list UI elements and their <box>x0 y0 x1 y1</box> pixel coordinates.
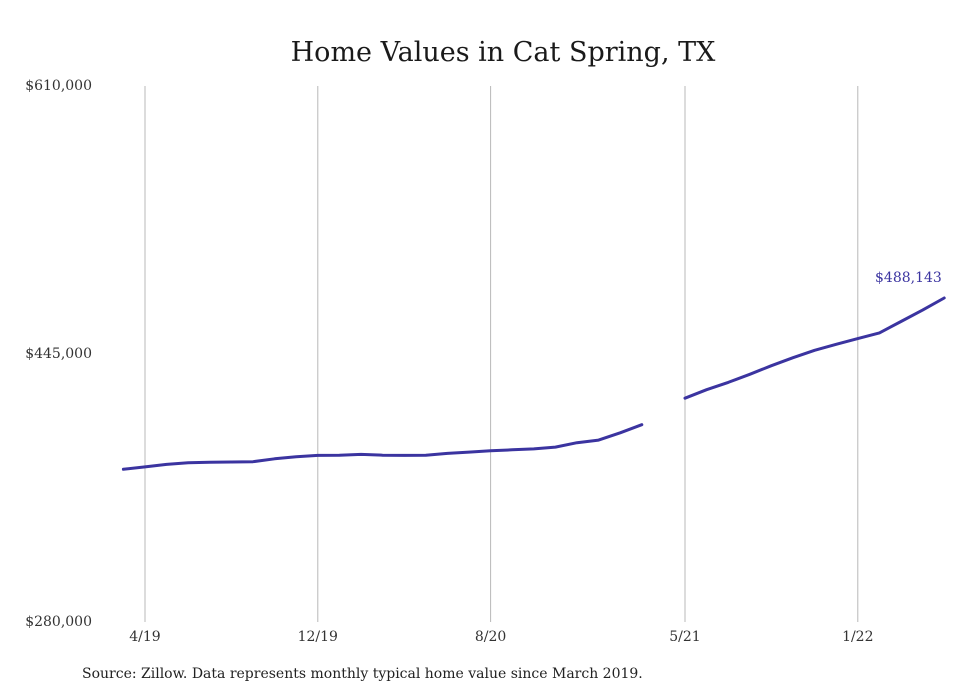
series-line <box>683 296 946 400</box>
grid-layer <box>144 86 859 622</box>
plot-area <box>121 296 946 471</box>
x-axis: 4/19 12/19 8/20 5/21 1/22 <box>129 629 873 645</box>
x-tick-label: 8/20 <box>475 629 506 645</box>
source-note: Source: Zillow. Data represents monthly … <box>82 666 643 682</box>
chart-title: Home Values in Cat Spring, TX <box>291 37 716 68</box>
x-tick-label: 4/19 <box>129 629 160 645</box>
series-line <box>121 423 644 471</box>
y-tick-label: $610,000 <box>25 78 92 94</box>
x-tick-label: 12/19 <box>298 629 338 645</box>
y-tick-label: $445,000 <box>25 346 92 362</box>
end-value-label: $488,143 <box>875 270 942 286</box>
x-tick-label: 5/21 <box>669 629 700 645</box>
x-tick-label: 1/22 <box>842 629 873 645</box>
y-tick-label: $280,000 <box>25 614 92 630</box>
y-axis: $280,000 $445,000 $610,000 <box>25 78 92 630</box>
